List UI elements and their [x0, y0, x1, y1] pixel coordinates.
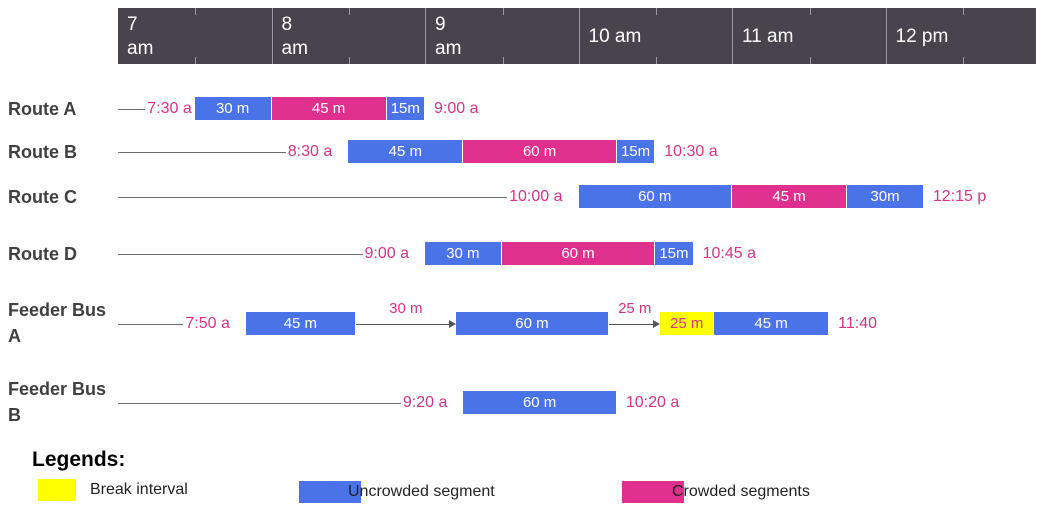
transfer-duration-label: 30 m — [389, 300, 423, 317]
end-time-label: 10:30 a — [664, 143, 718, 160]
start-time-label: 10:00 a — [509, 188, 563, 205]
half-hour-tick — [963, 8, 965, 15]
segment-uncrowded: 15m — [386, 97, 425, 120]
start-time-label: 8:30 a — [287, 143, 333, 160]
route-label: Route A — [8, 99, 77, 119]
segment-uncrowded: 45 m — [714, 312, 830, 335]
half-hour-tick — [656, 8, 658, 15]
start-time-label: 7:30 a — [147, 100, 192, 117]
transfer-line — [355, 324, 449, 325]
half-hour-tick — [656, 57, 658, 64]
end-time-label: 12:15 p — [932, 188, 987, 205]
segment-uncrowded: 60 m — [455, 312, 610, 335]
route-label: Route C — [8, 187, 77, 207]
half-hour-tick — [349, 57, 351, 64]
transfer-line — [609, 324, 654, 325]
axis-tick-3: 10 am — [578, 8, 733, 64]
half-hour-tick — [963, 57, 965, 64]
transfer-arrow-icon — [448, 320, 456, 328]
axis-tick-label-suffix: am — [127, 38, 154, 59]
axis-tick-4: 11 am — [732, 8, 886, 64]
half-hour-tick — [194, 8, 196, 15]
segment-break: 25 m — [660, 312, 715, 335]
end-time-label: 10:20 a — [625, 394, 680, 411]
lead-line — [118, 254, 363, 255]
axis-tick-1: 8 am — [271, 8, 426, 64]
time-axis-header: 7 am 8 am 9 am 10 am 11 am 12 pm — [118, 8, 1036, 64]
segment-crowded: 45 m — [732, 185, 848, 208]
lead-line — [118, 403, 401, 404]
segment-crowded: 60 m — [501, 242, 656, 265]
half-hour-tick — [194, 57, 196, 64]
axis-tick-label: 8 — [281, 14, 293, 35]
legend-swatch-break — [38, 479, 76, 501]
lead-line — [118, 109, 146, 110]
segment-crowded: 60 m — [463, 140, 617, 163]
segment-uncrowded: 45 m — [245, 312, 356, 335]
axis-tick-label: 7 — [127, 14, 138, 35]
half-hour-tick — [809, 8, 811, 15]
segment-uncrowded: 45 m — [348, 140, 464, 163]
lead-line — [118, 324, 184, 325]
end-time-label: 9:00 a — [434, 100, 479, 117]
legend-swatch-uncrowded — [299, 481, 361, 503]
segment-uncrowded: 60 m — [578, 185, 732, 208]
end-time-label: 11:40 — [838, 315, 878, 332]
axis-tick-label-suffix: am — [281, 38, 308, 59]
axis-tick-label: 10 am — [588, 26, 642, 47]
start-time-label: 7:50 a — [185, 315, 230, 332]
legend-label-break: Break interval — [90, 481, 188, 498]
route-label: Feeder Bus A — [8, 300, 107, 346]
axis-tick-2: 9 am — [425, 8, 579, 64]
segment-uncrowded: 30m — [847, 185, 924, 208]
axis-tick-label: 11 am — [742, 26, 794, 47]
segment-uncrowded: 30 m — [194, 97, 272, 120]
half-hour-tick — [349, 8, 351, 15]
axis-tick-label-suffix: am — [435, 38, 462, 59]
legend-swatch-crowded — [622, 481, 684, 503]
segment-uncrowded: 30 m — [425, 242, 502, 265]
legend-label-uncrowded: Uncrowded segment — [348, 483, 495, 500]
half-hour-tick — [809, 57, 811, 64]
legend-label-crowded: Crowded segments — [672, 483, 810, 500]
route-label: Route B — [8, 142, 77, 162]
axis-tick-5: 12 pm — [885, 8, 1040, 64]
segment-crowded: 45 m — [271, 97, 387, 120]
start-time-label: 9:20 a — [402, 394, 448, 411]
segment-uncrowded: 15m — [655, 242, 694, 265]
lead-line — [118, 197, 508, 198]
half-hour-tick — [502, 57, 504, 64]
transfer-duration-label: 25 m — [618, 300, 652, 317]
axis-tick-0: 7 am — [118, 8, 272, 64]
start-time-label: 9:00 a — [364, 245, 409, 262]
transfer-arrow-icon — [653, 320, 661, 328]
legend-title: Legends: — [32, 448, 126, 471]
lead-line — [118, 152, 286, 153]
half-hour-tick — [502, 8, 504, 15]
end-time-label: 10:45 a — [702, 245, 757, 262]
segment-uncrowded: 15m — [616, 140, 656, 163]
axis-tick-label: 9 — [435, 14, 446, 35]
axis-tick-label: 12 pm — [895, 26, 949, 47]
segment-uncrowded: 60 m — [463, 391, 617, 414]
route-label: Feeder Bus B — [8, 379, 107, 425]
route-label: Route D — [8, 244, 77, 264]
